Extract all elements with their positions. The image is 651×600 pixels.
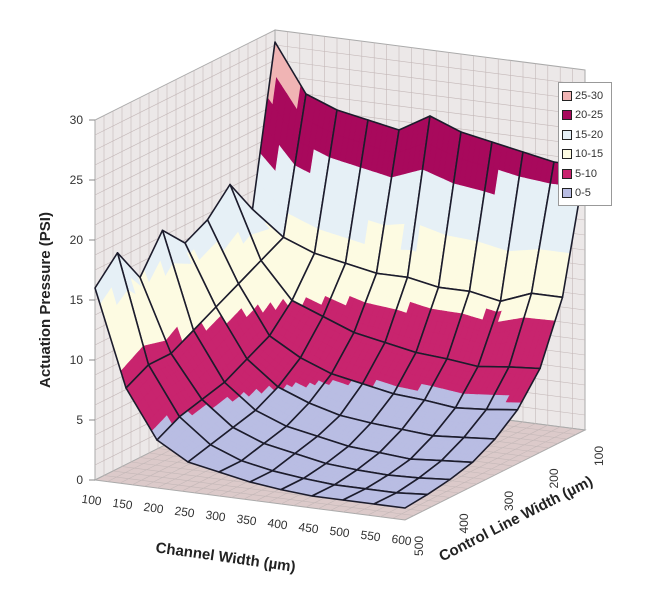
- legend-swatch: [562, 149, 572, 160]
- surface-cell: [432, 406, 488, 439]
- surface-cell: [187, 443, 243, 473]
- surface-cell: [395, 477, 451, 496]
- y-tick-label: 300: [502, 491, 516, 511]
- x-tick-label: 450: [298, 520, 320, 537]
- legend-label: 15-20: [575, 128, 604, 141]
- legend-item: 15-20: [562, 125, 611, 145]
- surface-cell: [485, 366, 541, 411]
- surface-cell: [156, 415, 212, 463]
- x-tick-label: 400: [267, 516, 289, 533]
- surface-cell: [240, 442, 296, 472]
- surface-cell: [280, 477, 336, 497]
- surface-cell: [468, 141, 524, 303]
- legend-swatch: [562, 90, 572, 101]
- legend-label: 20-25: [575, 109, 604, 122]
- legend: 25-30 20-25 15-20 10-15 5-10 0-5: [558, 82, 612, 206]
- legend-label: 5-10: [575, 167, 598, 180]
- x-tick-label: 500: [329, 524, 351, 541]
- axis-ticks: 0 5 10 15 20 25 30 100 150 200 250 300 350 400 450 500 5…: [70, 113, 606, 556]
- legend-label: 25-30: [575, 89, 604, 102]
- surface-cell: [508, 292, 564, 370]
- surface-cell: [302, 462, 358, 486]
- surface-cell: [477, 292, 533, 368]
- surface-cell: [440, 436, 496, 464]
- surface-cell: [454, 365, 510, 411]
- legend-swatch: [562, 168, 572, 179]
- surface-cell: [392, 351, 448, 401]
- legend-item: 20-25: [562, 106, 611, 126]
- surface-cell: [353, 272, 409, 344]
- surface-cell: [125, 363, 181, 441]
- z-axis-title: Actuation Pressure (PSI): [37, 212, 54, 388]
- legend-item: 10-15: [562, 145, 611, 165]
- surface-cell: [161, 229, 217, 332]
- surface-cell: [139, 229, 195, 355]
- y-tick-label: 100: [592, 446, 606, 466]
- surface-cell: [344, 119, 400, 275]
- surface-cell: [339, 382, 395, 424]
- surface-cell: [178, 398, 234, 446]
- x-tick-label: 550: [360, 528, 382, 545]
- surface-cell: [499, 151, 555, 303]
- surface-cell: [263, 425, 319, 455]
- legend-label: 10-15: [575, 148, 604, 161]
- surface-cell: [409, 434, 465, 462]
- x-axis-title: Channel Width (µm): [155, 539, 297, 575]
- z-tick-label: 25: [70, 173, 84, 187]
- surface-cell: [322, 262, 378, 334]
- surface-cell: [291, 252, 347, 318]
- surface-cell: [375, 115, 431, 279]
- surface-cell: [260, 236, 316, 302]
- z-tick-label: 20: [70, 233, 84, 247]
- surface-cell: [215, 282, 271, 360]
- floor-gridline: [103, 475, 415, 516]
- surface-cell-outline: [373, 491, 429, 509]
- y-tick-label: 400: [457, 513, 471, 533]
- surface-cell: [316, 414, 372, 448]
- z-tick-label: 15: [70, 293, 84, 307]
- surface-cell: [341, 487, 398, 505]
- surface-cell: [313, 109, 369, 265]
- x-tick-label: 600: [391, 532, 413, 549]
- z-tick-label: 0: [76, 473, 83, 487]
- x-tick-label: 150: [112, 496, 134, 513]
- z-tick-label: 10: [70, 353, 84, 367]
- x-tick-label: 250: [174, 504, 196, 521]
- surface-cell: [201, 381, 257, 429]
- legend-item: 0-5: [562, 184, 611, 204]
- surface-cell: [330, 331, 386, 385]
- y-tick-label: 200: [547, 468, 561, 488]
- surface-cell: [446, 290, 502, 368]
- surface-plot: [94, 41, 586, 509]
- surface-cell: [184, 219, 240, 308]
- x-tick-label: 100: [81, 492, 103, 509]
- y-tick-label: 500: [412, 536, 426, 556]
- legend-swatch: [562, 129, 572, 140]
- surface-cell: [192, 306, 248, 384]
- legend-item: 5-10: [562, 164, 611, 184]
- z-tick-label: 30: [70, 113, 84, 127]
- x-tick-label: 350: [236, 512, 258, 529]
- z-tick-label: 5: [76, 413, 83, 427]
- surface-cell: [415, 286, 471, 360]
- surface-cell: [372, 491, 429, 509]
- x-tick-label: 200: [143, 500, 165, 517]
- surface-cell: [251, 41, 307, 239]
- legend-label: 0-5: [575, 187, 591, 200]
- x-tick-label: 300: [205, 508, 227, 525]
- legend-item: 25-30: [562, 86, 611, 106]
- legend-swatch: [562, 188, 572, 199]
- legend-swatch: [562, 110, 572, 121]
